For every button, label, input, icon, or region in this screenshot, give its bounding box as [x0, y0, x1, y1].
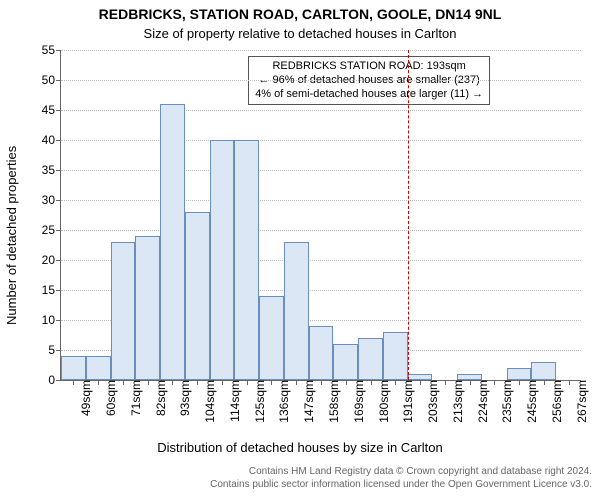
gridline [61, 110, 581, 111]
histogram-plot: REDBRICKS STATION ROAD: 193sqm ← 96% of … [60, 50, 581, 381]
histogram-bar [333, 344, 358, 380]
x-tick-label: 245sqm [523, 380, 539, 423]
x-tick-mark [346, 380, 347, 385]
x-tick-label: 60sqm [102, 380, 118, 416]
x-tick-label: 213sqm [449, 380, 465, 423]
x-tick-mark [123, 380, 124, 385]
x-tick-mark [371, 380, 372, 385]
y-tick-label: 50 [42, 73, 61, 87]
gridline [61, 50, 581, 51]
histogram-bar [210, 140, 235, 380]
x-tick-mark [148, 380, 149, 385]
x-tick-label: 191sqm [399, 380, 415, 423]
gridline [61, 170, 581, 171]
histogram-bar [234, 140, 259, 380]
x-tick-label: 203sqm [424, 380, 440, 423]
x-tick-label: 136sqm [275, 380, 291, 423]
histogram-bar [135, 236, 160, 380]
x-tick-label: 114sqm [226, 380, 242, 422]
x-tick-mark [321, 380, 322, 385]
reference-line [408, 50, 409, 380]
x-tick-mark [494, 380, 495, 385]
x-tick-mark [172, 380, 173, 385]
histogram-bar [259, 296, 284, 380]
gridline [61, 80, 581, 81]
y-tick-label: 55 [42, 43, 61, 57]
y-tick-label: 15 [42, 283, 61, 297]
histogram-bar [309, 326, 334, 380]
x-tick-mark [222, 380, 223, 385]
histogram-bar [61, 356, 86, 380]
x-tick-mark [73, 380, 74, 385]
annotation-line-3: 4% of semi-detached houses are larger (1… [255, 88, 483, 102]
y-tick-label: 5 [48, 343, 61, 357]
histogram-bar [160, 104, 185, 380]
histogram-bar [111, 242, 136, 380]
x-axis-label: Distribution of detached houses by size … [0, 440, 600, 455]
y-tick-label: 0 [48, 373, 61, 387]
x-tick-mark [569, 380, 570, 385]
x-tick-mark [420, 380, 421, 385]
x-tick-mark [544, 380, 545, 385]
x-tick-label: 235sqm [498, 380, 514, 423]
histogram-bar [185, 212, 210, 380]
footer-line-2: Contains public sector information licen… [0, 478, 592, 491]
x-tick-mark [247, 380, 248, 385]
x-tick-label: 147sqm [300, 380, 316, 423]
footer-line-1: Contains HM Land Registry data © Crown c… [0, 465, 592, 478]
x-tick-label: 82sqm [152, 380, 168, 416]
y-tick-label: 20 [42, 253, 61, 267]
histogram-bar [86, 356, 111, 380]
x-tick-label: 49sqm [77, 380, 93, 416]
y-tick-label: 45 [42, 103, 61, 117]
x-tick-mark [197, 380, 198, 385]
x-tick-mark [296, 380, 297, 385]
gridline [61, 200, 581, 201]
gridline [61, 230, 581, 231]
x-tick-mark [395, 380, 396, 385]
x-tick-mark [98, 380, 99, 385]
histogram-bar [284, 242, 309, 380]
chart-title: REDBRICKS, STATION ROAD, CARLTON, GOOLE,… [0, 6, 600, 22]
x-tick-mark [271, 380, 272, 385]
x-tick-mark [470, 380, 471, 385]
x-tick-mark [445, 380, 446, 385]
annotation-line-1: REDBRICKS STATION ROAD: 193sqm [255, 60, 483, 74]
chart-subtitle: Size of property relative to detached ho… [0, 26, 600, 41]
gridline [61, 140, 581, 141]
histogram-bar [358, 338, 383, 380]
y-tick-label: 10 [42, 313, 61, 327]
x-tick-label: 180sqm [375, 380, 391, 423]
x-tick-label: 71sqm [127, 380, 143, 416]
y-tick-label: 25 [42, 223, 61, 237]
y-tick-label: 30 [42, 193, 61, 207]
x-tick-label: 158sqm [325, 380, 341, 423]
x-tick-mark [519, 380, 520, 385]
y-tick-label: 40 [42, 133, 61, 147]
histogram-bar [531, 362, 556, 380]
histogram-bar [383, 332, 408, 380]
x-tick-label: 267sqm [573, 380, 589, 423]
x-tick-label: 169sqm [350, 380, 366, 423]
x-tick-label: 93sqm [176, 380, 192, 416]
y-axis-label: Number of detached properties [4, 146, 19, 325]
histogram-bar [507, 368, 532, 380]
attribution-footer: Contains HM Land Registry data © Crown c… [0, 465, 592, 491]
y-tick-label: 35 [42, 163, 61, 177]
x-tick-label: 125sqm [251, 380, 267, 423]
x-tick-label: 104sqm [201, 380, 217, 423]
x-tick-label: 256sqm [548, 380, 564, 423]
x-tick-label: 224sqm [474, 380, 490, 423]
